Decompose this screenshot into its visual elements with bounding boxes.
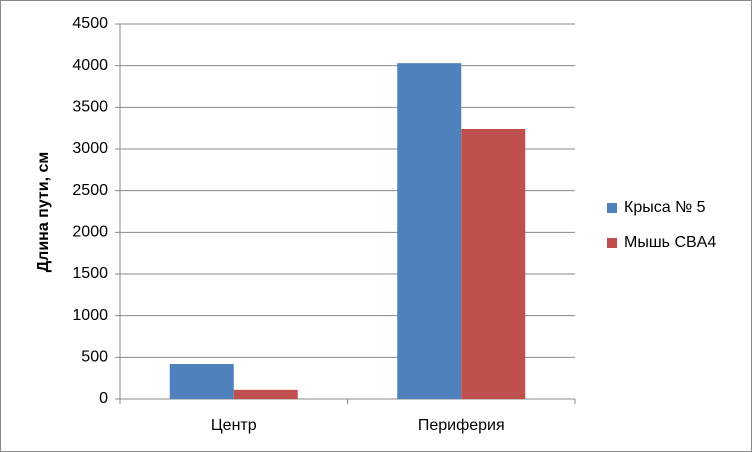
y-tick-label: 0 bbox=[99, 390, 108, 407]
y-tick-label: 500 bbox=[81, 349, 108, 366]
y-tick-label: 4000 bbox=[72, 57, 108, 74]
bar bbox=[397, 63, 462, 400]
y-tick-label: 3500 bbox=[72, 99, 108, 116]
legend-label: Мышь CBA4 bbox=[624, 234, 716, 251]
legend-label: Крыса № 5 bbox=[624, 199, 706, 216]
y-tick-label: 3000 bbox=[72, 140, 108, 157]
y-tick-label: 1000 bbox=[72, 307, 108, 324]
y-tick-label: 1500 bbox=[72, 265, 108, 282]
x-tick-label: Периферия bbox=[418, 417, 505, 434]
y-tick-label: 2000 bbox=[72, 224, 108, 241]
bar bbox=[461, 129, 526, 399]
y-axis-label: Длина пути, см bbox=[35, 152, 52, 272]
bar bbox=[233, 389, 298, 399]
legend-swatch bbox=[607, 203, 617, 213]
x-tick-label: Центр bbox=[211, 417, 257, 434]
legend-swatch bbox=[607, 238, 617, 248]
y-tick-label: 2500 bbox=[72, 182, 108, 199]
bar bbox=[169, 364, 234, 399]
y-tick-label: 4500 bbox=[72, 15, 108, 32]
